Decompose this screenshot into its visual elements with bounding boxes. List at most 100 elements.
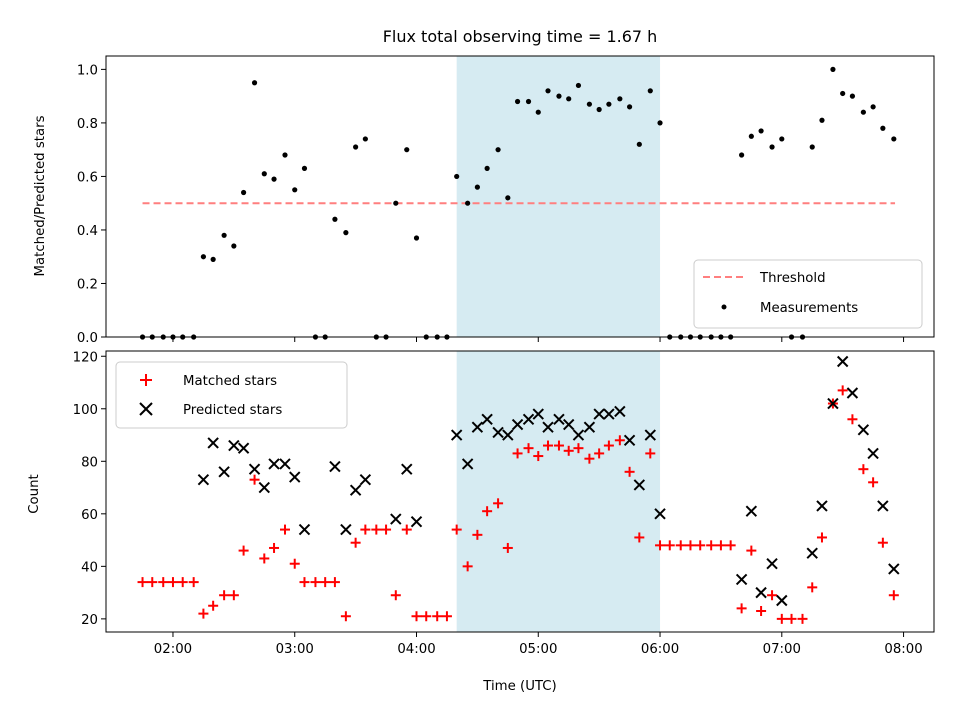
measurement-point: [748, 133, 754, 139]
matched-star-point: [198, 608, 209, 619]
predicted-star-point: [329, 460, 341, 473]
matched-star-point: [421, 611, 432, 622]
measurement-point: [596, 106, 602, 113]
matched-star-point: [675, 540, 686, 551]
matched-star-point: [594, 448, 605, 459]
matched-star-point: [603, 440, 614, 451]
measurement-point: [779, 136, 785, 142]
measurement-point: [647, 88, 653, 94]
matched-star-point: [858, 464, 869, 475]
predicted-star-point: [258, 481, 271, 494]
matched-star-point: [543, 440, 554, 451]
y-tick-label: 0.8: [77, 117, 98, 132]
top-legend-box: [693, 259, 923, 329]
matched-star-point: [614, 435, 625, 446]
measurement-point: [758, 128, 764, 134]
measurement-point: [343, 230, 349, 236]
top-y-axis-label: Matched/Predicted stars: [33, 115, 48, 276]
predicted-star-point: [481, 413, 493, 425]
predicted-star-point: [471, 421, 484, 433]
measurement-point: [271, 176, 277, 182]
x-tick-label: 06:00: [641, 642, 679, 657]
measurement-point: [292, 187, 298, 193]
measurement-point: [525, 98, 532, 105]
matched-star-point: [340, 611, 351, 622]
matched-star-point: [238, 545, 249, 556]
matched-star-point: [219, 590, 230, 601]
matched-star-point: [493, 498, 504, 509]
predicted-star-point: [766, 558, 778, 570]
measurement-point: [617, 96, 623, 102]
predicted-star-point: [237, 442, 250, 454]
predicted-star-point: [846, 387, 859, 399]
measurement-point: [393, 200, 399, 206]
top-axes-frame: [105, 55, 935, 338]
measurement-point: [465, 200, 471, 206]
predicted-star-point: [248, 463, 261, 475]
x-tick-label: 08:00: [884, 642, 922, 657]
predicted-star-point: [532, 408, 544, 420]
x-tick-label: 05:00: [519, 642, 557, 657]
matched-star-point: [381, 524, 392, 535]
matched-star-point: [411, 611, 422, 622]
matched-star-point: [482, 506, 493, 517]
measurement-point: [657, 120, 663, 126]
measurement-point: [221, 232, 227, 238]
measurement-point: [484, 165, 490, 171]
predicted-star-point: [562, 418, 575, 431]
predicted-star-point: [511, 418, 524, 431]
x-tick-label: 03:00: [276, 642, 314, 657]
measurements-legend-label: Measurements: [760, 301, 858, 316]
measurement-point: [545, 88, 551, 94]
matched-star-point: [725, 540, 736, 551]
matched-star-point: [553, 440, 564, 451]
predicted-star-point: [735, 573, 748, 586]
matched-star-point: [390, 590, 401, 601]
predicted-star-point: [644, 429, 656, 441]
figure-title: Flux total observing time = 1.67 h: [383, 27, 658, 46]
measurement-point: [251, 80, 258, 86]
y-tick-label: 100: [73, 403, 98, 418]
matched-star-point: [401, 524, 412, 535]
predicted-star-point: [359, 473, 372, 486]
predicted-star-point: [888, 563, 900, 575]
measurement-point: [819, 117, 825, 123]
predicted-star-point: [614, 405, 626, 418]
y-tick-label: 0.4: [77, 224, 98, 239]
matched-star-point: [706, 540, 717, 551]
predicted-star-point: [877, 500, 889, 512]
matched-star-point: [837, 385, 848, 396]
matched-star-point: [816, 532, 827, 543]
measurement-point: [413, 235, 420, 241]
predicted-star-point: [279, 458, 291, 470]
matched-star-point: [269, 542, 280, 553]
bottom-axes-frame: [105, 350, 935, 633]
y-tick-label: 80: [81, 455, 98, 470]
y-tick-label: 20: [81, 613, 98, 628]
matched-star-point: [776, 613, 787, 624]
matched-star-point: [320, 577, 331, 588]
predicted-star-point: [401, 463, 413, 475]
predicted-star-point: [745, 505, 758, 517]
matched-star-point: [451, 524, 462, 535]
matched-star-point: [624, 466, 635, 477]
matched-star-point: [512, 448, 523, 459]
y-tick-label: 60: [81, 508, 98, 523]
measurement-point: [769, 144, 775, 150]
bottom-panel: 02:00 03:00 04:00 05:00 06:00 07:00 08:00 20 40…: [27, 350, 935, 694]
measurement-point: [626, 104, 633, 110]
matched-star-point: [756, 605, 767, 616]
predicted-star-point: [228, 439, 240, 452]
y-tick-label: 120: [73, 350, 98, 365]
predicted-legend-swatch: [139, 402, 153, 416]
measurement-point: [514, 98, 521, 105]
measurement-point: [301, 165, 308, 171]
predicted-star-point: [654, 508, 666, 520]
top-y-ticks: 0.0 0.2 0.4 0.6 0.8 1.0: [77, 63, 106, 346]
matched-star-point: [584, 453, 595, 464]
matched-star-point: [259, 553, 270, 564]
bottom-y-axis-label: Count: [27, 474, 42, 514]
measurement-point: [840, 90, 846, 97]
threshold-legend-label: Threshold: [759, 271, 826, 286]
